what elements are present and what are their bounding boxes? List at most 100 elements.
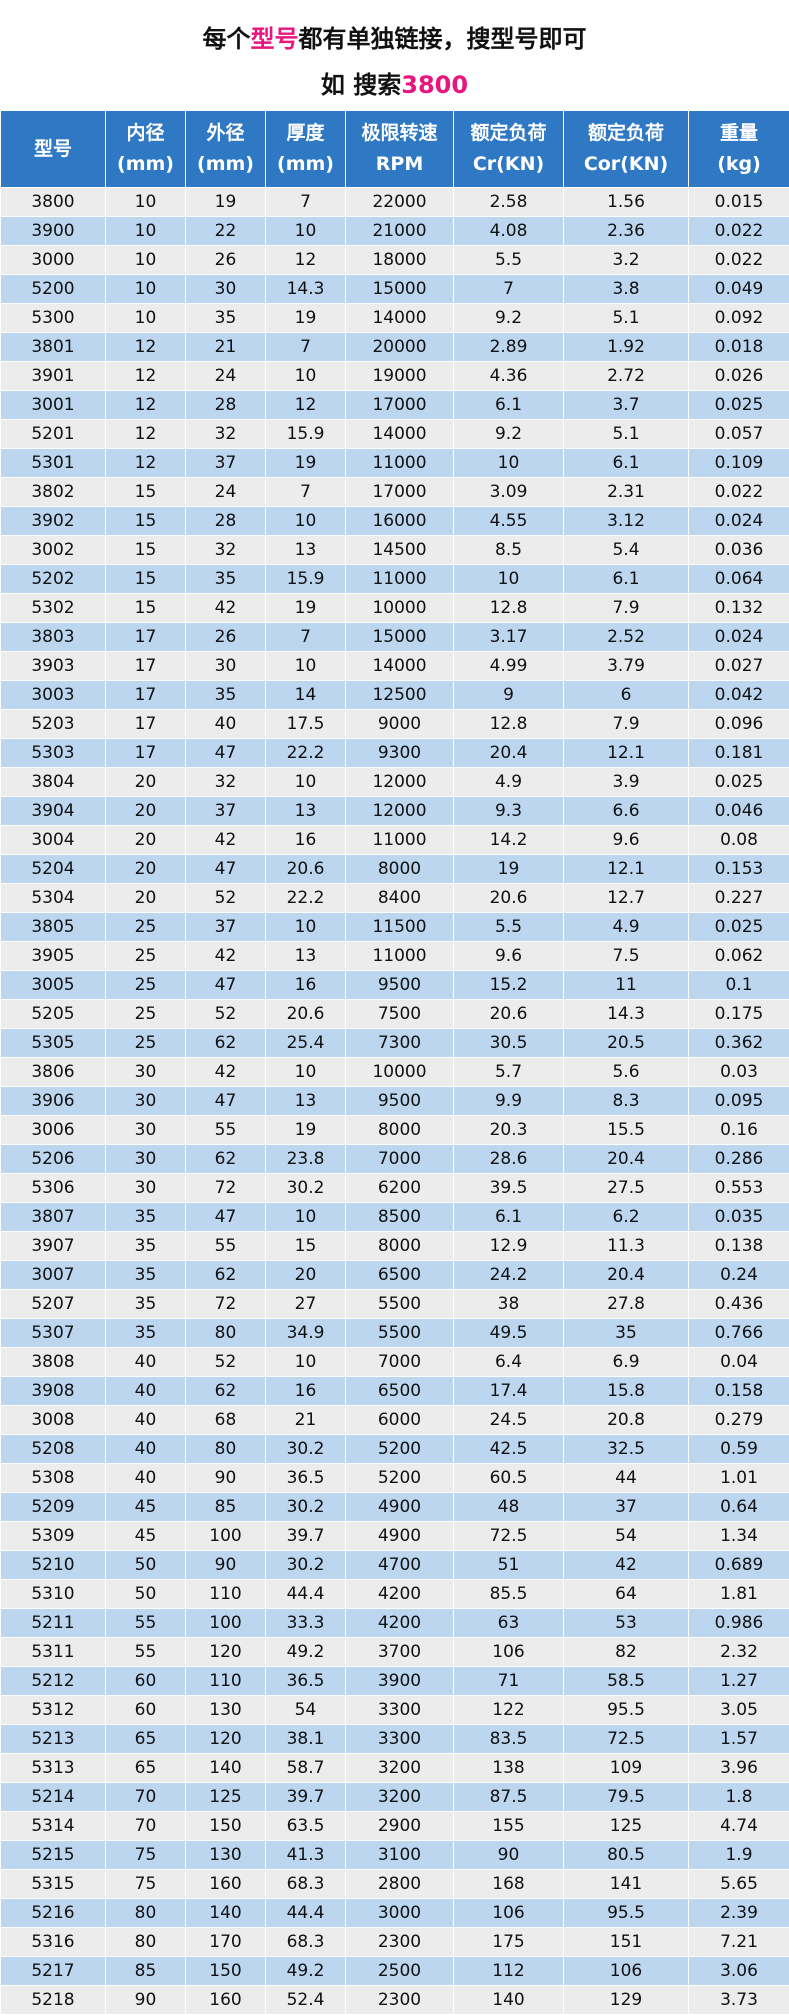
- table-cell: 32.5: [563, 1434, 689, 1464]
- column-header: 外径 (mm): [185, 110, 266, 188]
- table-cell: 27: [265, 1289, 346, 1319]
- table-cell: 90: [453, 1840, 564, 1870]
- table-cell: 63: [453, 1608, 564, 1638]
- table-cell: 5309: [0, 1521, 106, 1551]
- table-cell: 10: [265, 1347, 346, 1377]
- table-cell: 0.062: [688, 941, 789, 971]
- table-cell: 5202: [0, 564, 106, 594]
- table-row: 5200 10 30 14.3 15000 7 3.8 0.049: [0, 274, 789, 304]
- table-cell: 1.8: [688, 1782, 789, 1812]
- table-cell: 12.8: [453, 593, 564, 623]
- table-cell: 3802: [0, 477, 106, 507]
- table-cell: 0.018: [688, 332, 789, 362]
- column-header: 厚度 (mm): [265, 110, 346, 188]
- table-row: 5206 30 62 23.8 7000 28.6 20.4 0.286: [0, 1144, 789, 1174]
- header-line1-highlight: 型号: [250, 25, 299, 53]
- table-cell: 3007: [0, 1260, 106, 1290]
- table-cell: 15: [105, 506, 186, 536]
- table-cell: 37: [185, 796, 266, 826]
- table-cell: 64: [563, 1579, 689, 1609]
- table-cell: 17: [105, 738, 186, 768]
- table-cell: 19: [265, 303, 346, 333]
- column-header-text: (mm): [197, 153, 254, 175]
- table-cell: 150: [185, 1811, 266, 1841]
- table-cell: 9.9: [453, 1086, 564, 1116]
- table-row: 5216 80 140 44.4 3000 106 95.5 2.39: [0, 1898, 789, 1928]
- table-cell: 70: [105, 1782, 186, 1812]
- header-line1-prefix: 每个: [202, 25, 251, 53]
- table-cell: 3902: [0, 506, 106, 536]
- table-cell: 40: [105, 1376, 186, 1406]
- table-cell: 109: [563, 1753, 689, 1783]
- table-cell: 52: [185, 883, 266, 913]
- table-cell: 12: [105, 419, 186, 449]
- table-cell: 3.79: [563, 651, 689, 681]
- table-cell: 3.96: [688, 1753, 789, 1783]
- table-cell: 160: [185, 1869, 266, 1899]
- table-cell: 8.3: [563, 1086, 689, 1116]
- table-cell: 7.9: [563, 593, 689, 623]
- table-body: 3800 10 19 7 22000 2.58 1.56 0.015 3900 10 22 10 210…: [0, 187, 789, 2015]
- table-cell: 11000: [345, 825, 454, 855]
- table-row: 3908 40 62 16 6500 17.4 15.8 0.158: [0, 1376, 789, 1406]
- table-row: 5208 40 80 30.2 5200 42.5 32.5 0.59: [0, 1434, 789, 1464]
- table-cell: 4.74: [688, 1811, 789, 1841]
- table-cell: 20.4: [453, 738, 564, 768]
- table-row: 5303 17 47 22.2 9300 20.4 12.1 0.181: [0, 738, 789, 768]
- table-cell: 40: [185, 709, 266, 739]
- table-cell: 13: [265, 1086, 346, 1116]
- table-cell: 95.5: [563, 1695, 689, 1725]
- table-cell: 3805: [0, 912, 106, 942]
- table-cell: 11500: [345, 912, 454, 942]
- table-cell: 11000: [345, 941, 454, 971]
- table-cell: 5305: [0, 1028, 106, 1058]
- table-row: 5207 35 72 27 5500 38 27.8 0.436: [0, 1289, 789, 1319]
- table-cell: 0.022: [688, 216, 789, 246]
- table-cell: 5303: [0, 738, 106, 768]
- table-cell: 24.5: [453, 1405, 564, 1435]
- table-cell: 2.32: [688, 1637, 789, 1667]
- table-cell: 10: [265, 1057, 346, 1087]
- table-cell: 175: [453, 1927, 564, 1957]
- table-cell: 54: [265, 1695, 346, 1725]
- table-cell: 0.095: [688, 1086, 789, 1116]
- table-cell: 23.8: [265, 1144, 346, 1174]
- table-cell: 2300: [345, 1927, 454, 1957]
- table-cell: 3.09: [453, 477, 564, 507]
- table-cell: 0.158: [688, 1376, 789, 1406]
- table-cell: 12000: [345, 796, 454, 826]
- table-cell: 17: [105, 651, 186, 681]
- table-cell: 5210: [0, 1550, 106, 1580]
- table-row: 3904 20 37 13 12000 9.3 6.6 0.046: [0, 796, 789, 826]
- table-cell: 12.9: [453, 1231, 564, 1261]
- table-row: 3004 20 42 16 11000 14.2 9.6 0.08: [0, 825, 789, 855]
- table-row: 3005 25 47 16 9500 15.2 11 0.1: [0, 970, 789, 1000]
- table-cell: 47: [185, 738, 266, 768]
- table-cell: 30: [105, 1144, 186, 1174]
- table-cell: 3005: [0, 970, 106, 1000]
- table-row: 5203 17 40 17.5 9000 12.8 7.9 0.096: [0, 709, 789, 739]
- table-cell: 3900: [0, 216, 106, 246]
- table-cell: 5206: [0, 1144, 106, 1174]
- table-cell: 90: [105, 1985, 186, 2015]
- table-cell: 130: [185, 1695, 266, 1725]
- table-cell: 25: [105, 970, 186, 1000]
- table-cell: 0.689: [688, 1550, 789, 1580]
- table-cell: 60: [105, 1695, 186, 1725]
- table-cell: 8500: [345, 1202, 454, 1232]
- table-cell: 7300: [345, 1028, 454, 1058]
- table-cell: 7.5: [563, 941, 689, 971]
- table-row: 3002 15 32 13 14500 8.5 5.4 0.036: [0, 535, 789, 565]
- table-cell: 6500: [345, 1376, 454, 1406]
- table-cell: 44.4: [265, 1579, 346, 1609]
- table-cell: 36.5: [265, 1666, 346, 1696]
- table-cell: 20.6: [265, 854, 346, 884]
- table-cell: 39.7: [265, 1782, 346, 1812]
- table-cell: 20.6: [453, 883, 564, 913]
- table-cell: 0.132: [688, 593, 789, 623]
- table-cell: 21000: [345, 216, 454, 246]
- table-cell: 5212: [0, 1666, 106, 1696]
- table-cell: 0.096: [688, 709, 789, 739]
- table-cell: 2800: [345, 1869, 454, 1899]
- table-cell: 8400: [345, 883, 454, 913]
